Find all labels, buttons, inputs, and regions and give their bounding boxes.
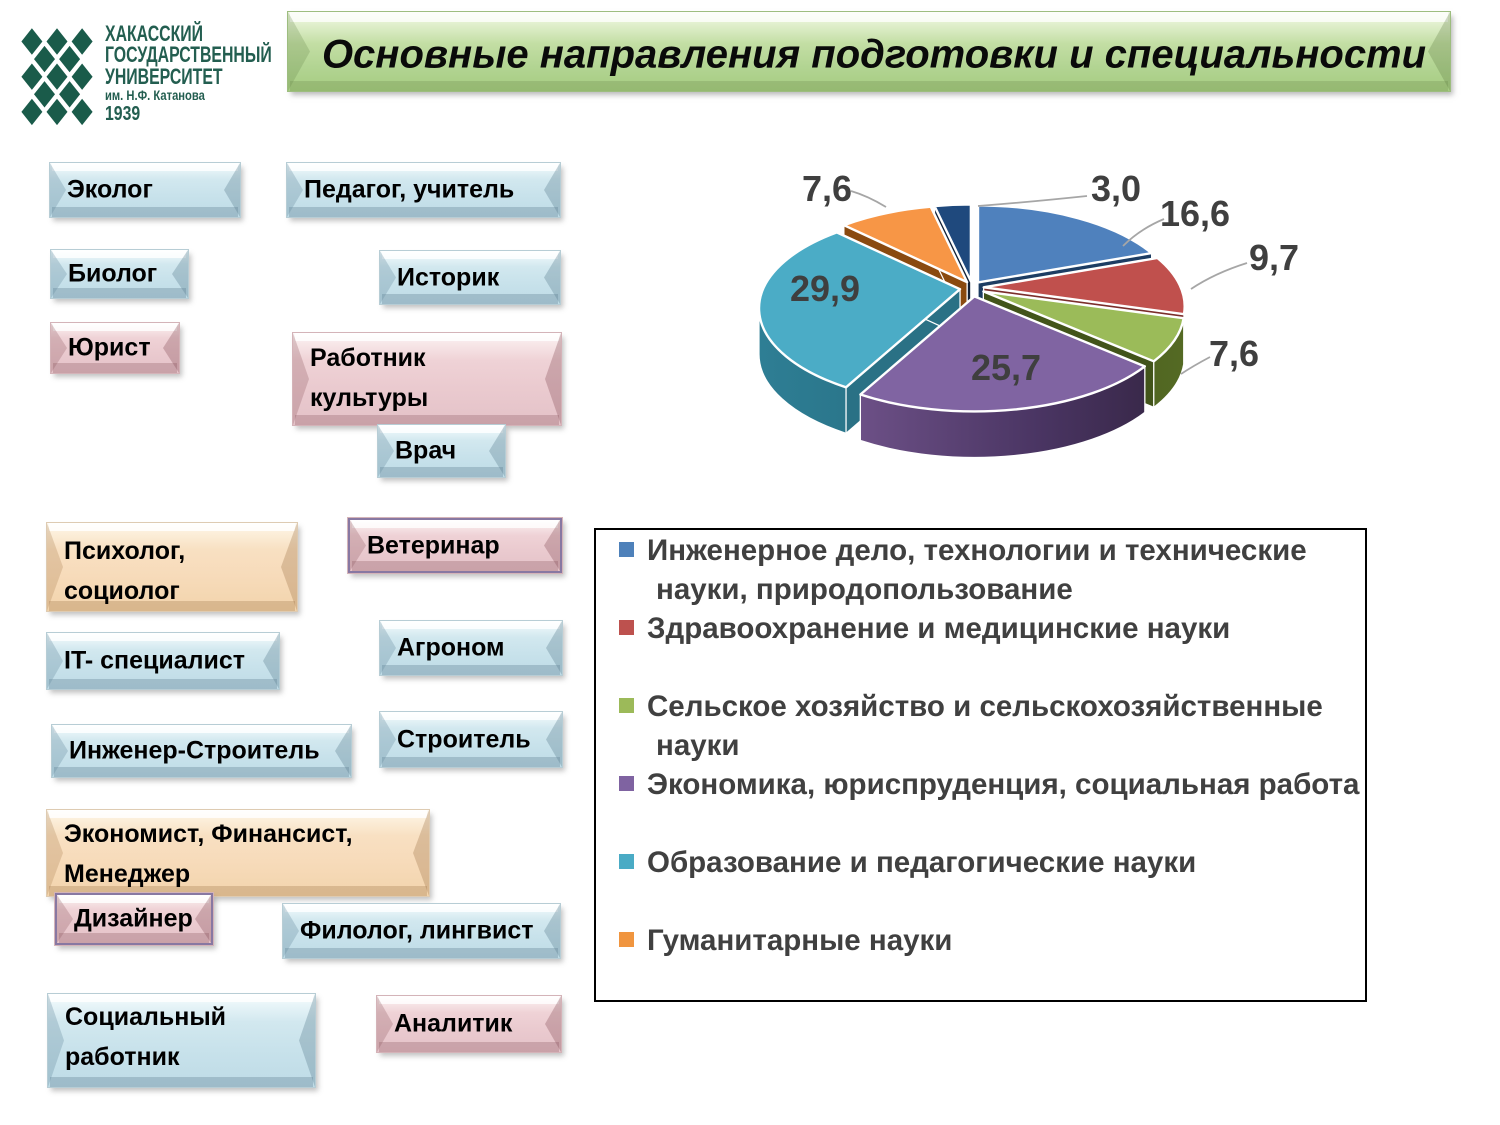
svg-text:9,7: 9,7 [1249,237,1299,278]
svg-text:25,7: 25,7 [971,347,1041,388]
svg-text:7,6: 7,6 [802,168,852,209]
svg-text:16,6: 16,6 [1160,193,1230,234]
svg-text:29,9: 29,9 [790,268,860,309]
svg-text:3,0: 3,0 [1091,168,1141,209]
svg-text:7,6: 7,6 [1209,333,1259,374]
